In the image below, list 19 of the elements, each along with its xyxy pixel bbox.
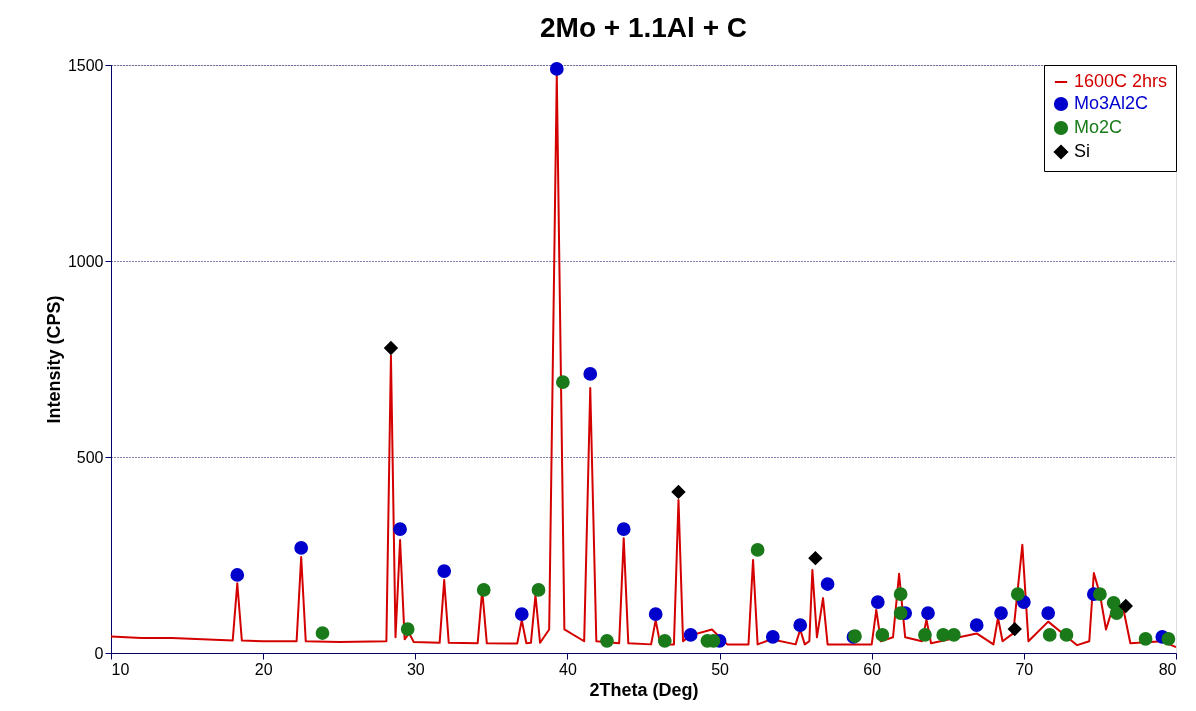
legend-label: 1600C 2hrs (1074, 71, 1168, 91)
x-tick-label: 10 (111, 660, 130, 678)
legend-label: Mo3Al2C (1074, 93, 1149, 113)
legend-label: Si (1074, 141, 1091, 161)
y-axis-title: Intensity (CPS) (43, 295, 64, 424)
x-tick-label: 80 (1158, 660, 1177, 678)
x-tick-label: 30 (406, 660, 425, 678)
x-tick-label: 50 (711, 660, 730, 678)
chart-title: 2Mo + 1.1Al + C (540, 12, 747, 43)
legend-label: Mo2C (1074, 117, 1123, 137)
y-tick-label: 1500 (67, 56, 104, 74)
x-axis-title: 2Theta (Deg) (589, 679, 699, 700)
x-tick-label: 20 (254, 660, 273, 678)
x-tick-label: 60 (863, 660, 882, 678)
x-tick-label: 70 (1015, 660, 1034, 678)
y-tick-label: 0 (94, 644, 104, 662)
x-tick-label: 40 (559, 660, 577, 678)
y-tick-label: 500 (76, 448, 104, 466)
y-tick-label: 1000 (67, 252, 104, 270)
